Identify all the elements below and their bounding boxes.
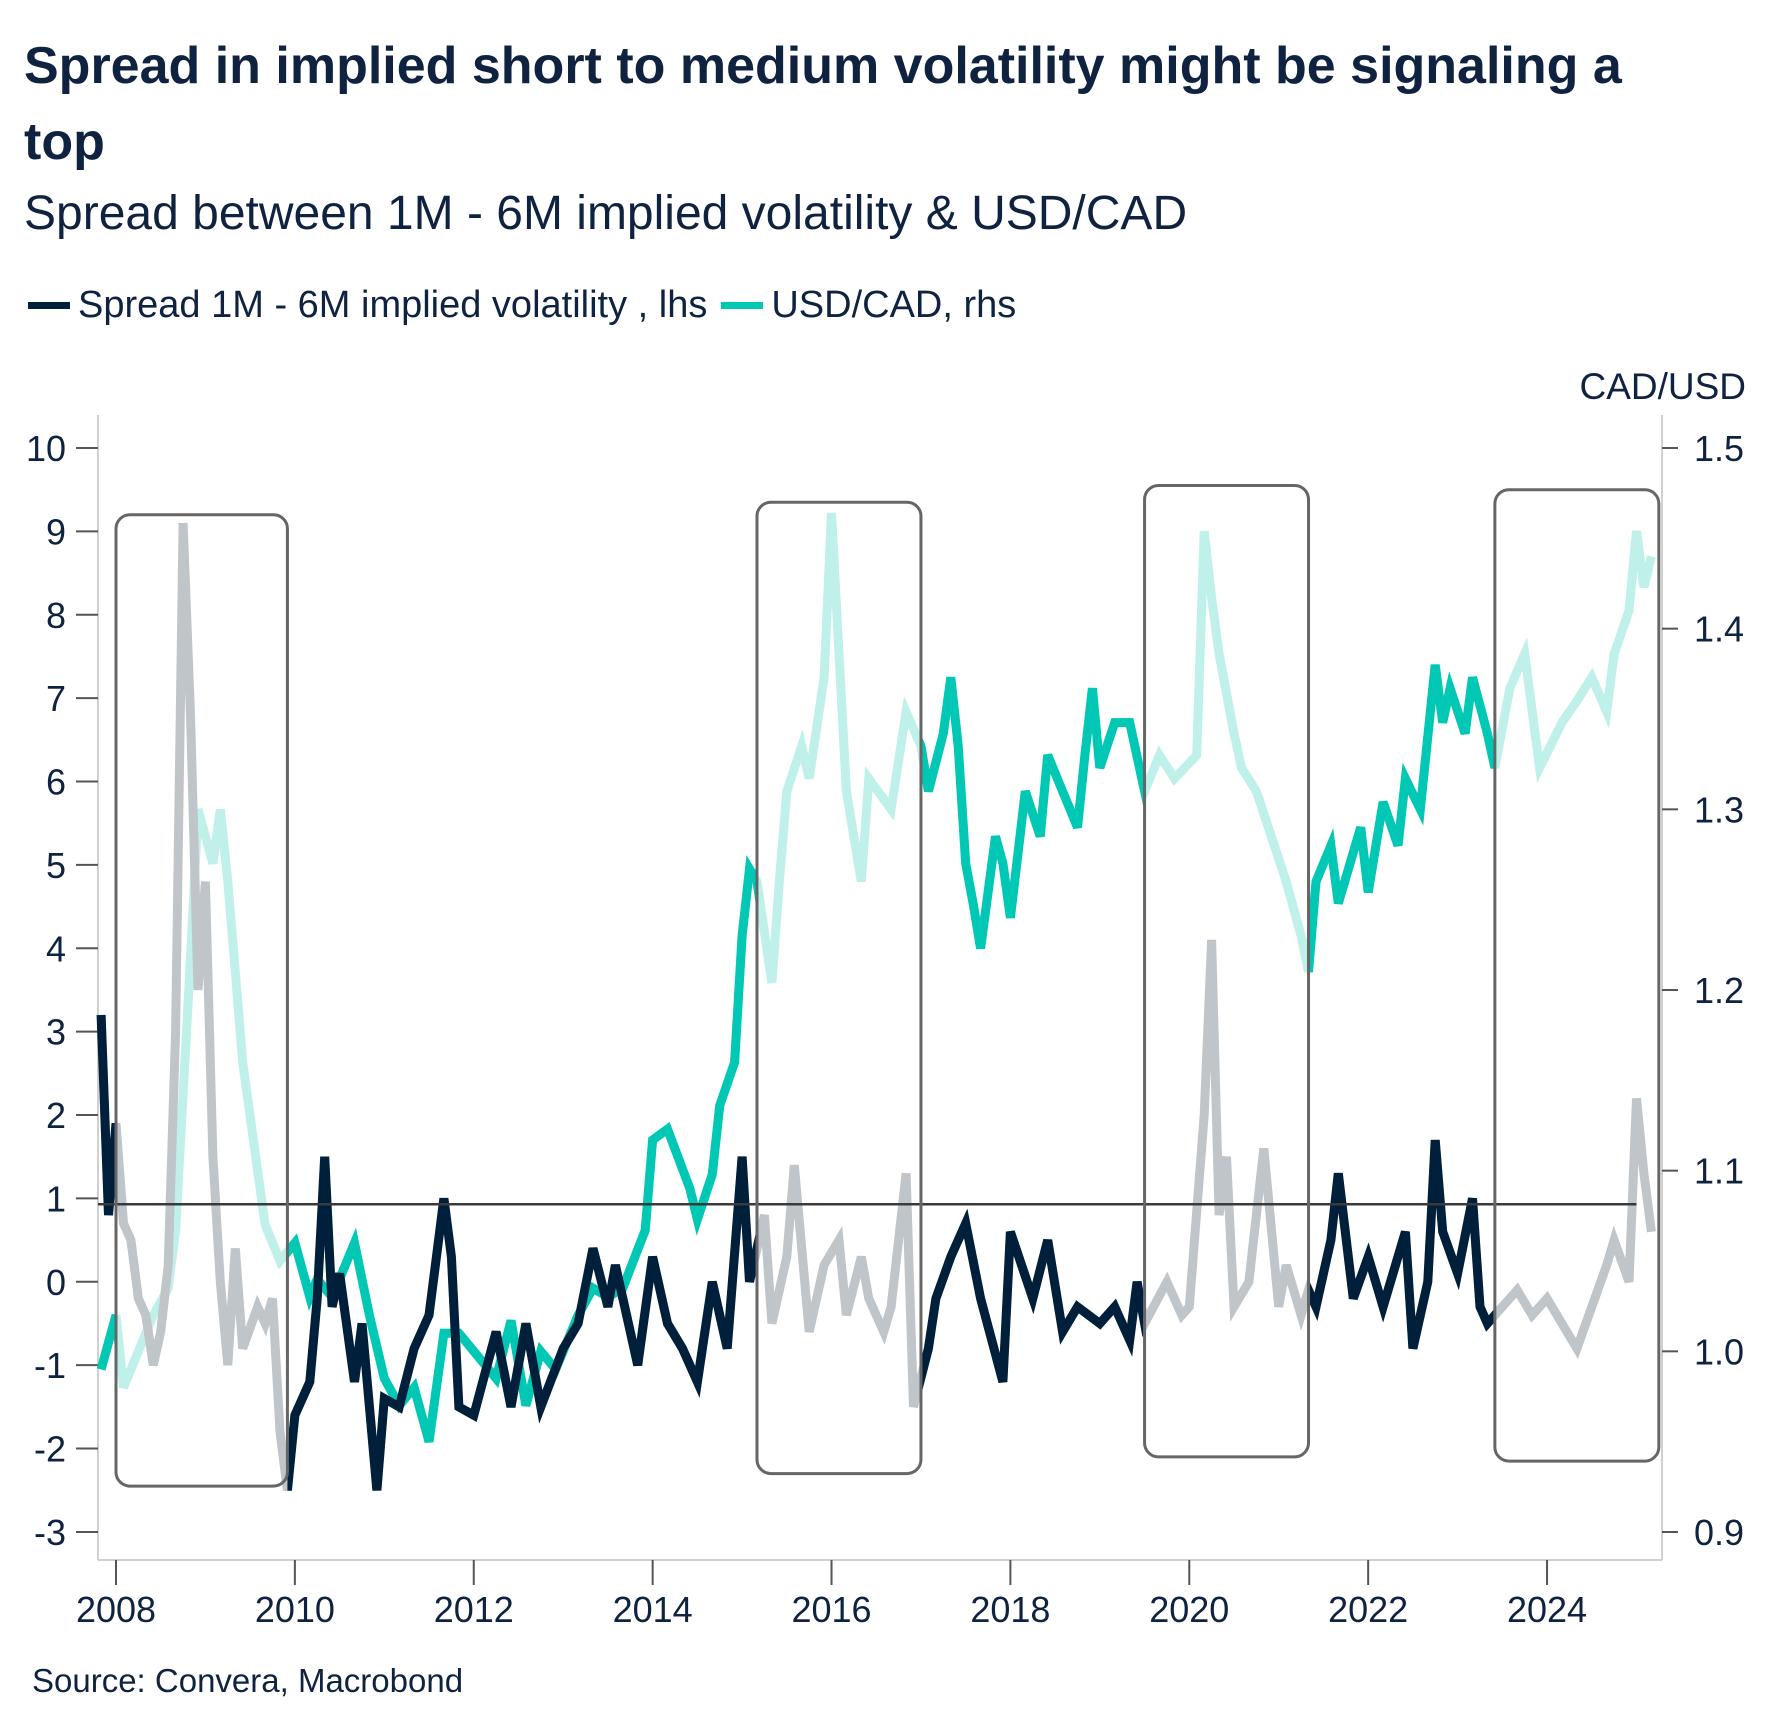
x-tick-label: 2018 — [970, 1589, 1050, 1630]
highlight-box-4 — [1493, 488, 1661, 1463]
chart-title: Spread in implied short to medium volati… — [24, 37, 1622, 171]
left-tick-label: -3 — [34, 1512, 66, 1553]
left-tick-label: 7 — [46, 678, 66, 719]
legend-swatch-usdcad — [721, 302, 764, 309]
left-tick-label: 9 — [46, 511, 66, 552]
legend-label-spread: Spread 1M - 6M implied volatility , lhs — [78, 284, 708, 326]
left-tick-label: -2 — [34, 1429, 66, 1470]
left-tick-label: -1 — [34, 1345, 66, 1386]
right-tick-label: 0.9 — [1694, 1512, 1744, 1553]
legend-item-spread: Spread 1M - 6M implied volatility , lhs — [28, 284, 707, 327]
legend-item-usdcad: USD/CAD, rhs — [721, 284, 1016, 327]
x-tick-label: 2024 — [1507, 1589, 1587, 1630]
x-tick-label: 2020 — [1149, 1589, 1229, 1630]
chart-subtitle: Spread between 1M - 6M implied volatilit… — [24, 187, 1188, 240]
source-note: Source: Convera, Macrobond — [32, 1662, 464, 1699]
x-tick-label: 2012 — [434, 1589, 514, 1630]
x-tick-label: 2022 — [1328, 1589, 1408, 1630]
left-tick-label: 5 — [46, 845, 66, 886]
series-spread-faded — [96, 522, 1656, 1491]
series-spread-line — [96, 522, 1656, 1491]
right-tick-label: 1.1 — [1694, 1151, 1744, 1192]
right-tick-label: 1.2 — [1694, 970, 1744, 1011]
left-tick-label: 1 — [46, 1178, 66, 1219]
highlight-box-3 — [1143, 484, 1311, 1459]
left-tick-label: 0 — [46, 1262, 66, 1303]
left-tick-label: 3 — [46, 1012, 66, 1053]
legend-label-usdcad: USD/CAD, rhs — [771, 284, 1017, 326]
highlight-box-1 — [114, 513, 289, 1488]
legend-swatch-spread — [28, 302, 70, 309]
left-tick-label: 10 — [26, 428, 66, 469]
left-tick-label: 8 — [46, 595, 66, 636]
x-tick-label: 2014 — [613, 1589, 693, 1630]
right-axis-label: CAD/USD — [1579, 366, 1746, 407]
right-tick-label: 1.4 — [1694, 609, 1744, 650]
highlight-box-2 — [755, 500, 923, 1476]
x-tick-label: 2016 — [791, 1589, 871, 1630]
left-tick-label: 2 — [46, 1095, 66, 1136]
left-tick-label: 6 — [46, 762, 66, 803]
x-tick-label: 2008 — [76, 1589, 156, 1630]
left-tick-label: 4 — [46, 928, 66, 969]
right-tick-label: 1.5 — [1694, 428, 1744, 469]
right-tick-label: 1.0 — [1694, 1331, 1744, 1372]
right-tick-label: 1.3 — [1694, 789, 1744, 830]
legend: Spread 1M - 6M implied volatility , lhs … — [28, 284, 1030, 327]
x-tick-label: 2010 — [255, 1589, 335, 1630]
